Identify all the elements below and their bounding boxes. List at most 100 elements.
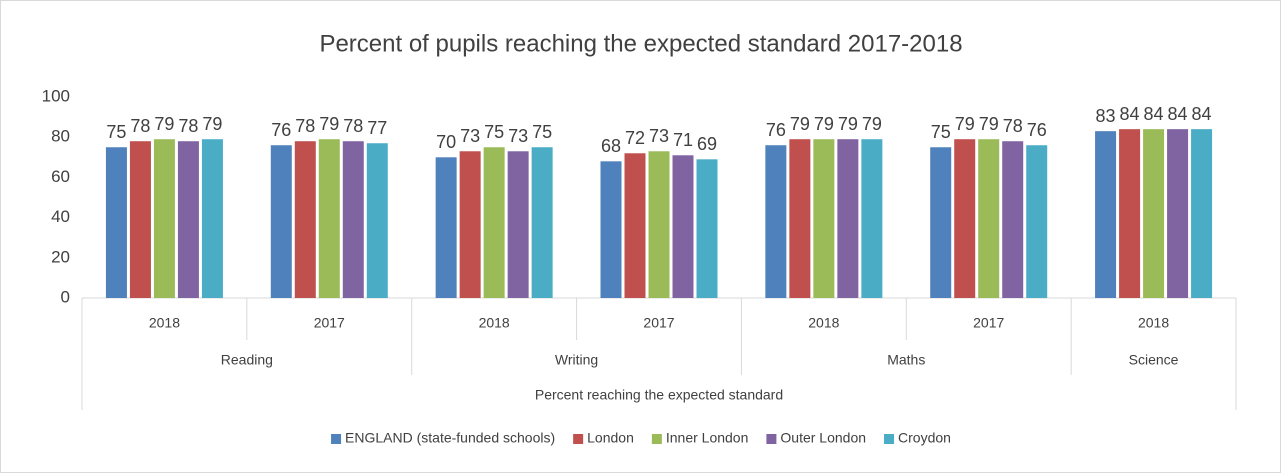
bar	[177, 141, 199, 298]
bar	[318, 139, 340, 298]
x-tick-label: 2017	[314, 315, 345, 331]
bar	[624, 153, 646, 298]
legend-swatch	[766, 434, 777, 444]
data-label: 79	[154, 114, 174, 134]
bar	[435, 157, 457, 298]
bar	[1095, 131, 1117, 298]
data-label: 69	[697, 134, 717, 154]
bar	[201, 139, 223, 298]
bar	[1167, 129, 1189, 298]
bar	[978, 139, 1000, 298]
data-label: 75	[931, 122, 951, 142]
chart-title: Percent of pupils reaching the expected …	[319, 30, 962, 57]
data-label: 73	[649, 126, 669, 146]
data-label: 84	[1168, 104, 1188, 124]
bar	[483, 147, 505, 298]
bar	[531, 147, 553, 298]
bar	[105, 147, 127, 298]
x-tick-label: 2018	[149, 315, 180, 331]
x-tick-label: 2017	[973, 315, 1004, 331]
bar	[837, 139, 859, 298]
bar	[129, 141, 151, 298]
legend-label: Inner London	[666, 430, 749, 446]
bar	[789, 139, 811, 298]
y-tick-label: 60	[51, 167, 70, 186]
data-label: 79	[955, 114, 975, 134]
bar	[648, 151, 670, 298]
x-tick-label: 2018	[479, 315, 510, 331]
data-label: 83	[1096, 106, 1116, 126]
data-label: 71	[673, 130, 693, 150]
data-label: 72	[625, 128, 645, 148]
bar	[765, 145, 787, 298]
data-label: 75	[532, 122, 552, 142]
data-label: 68	[601, 136, 621, 156]
bar	[1191, 129, 1213, 298]
y-tick-label: 100	[42, 86, 70, 105]
bar	[696, 159, 718, 298]
data-label: 78	[343, 116, 363, 136]
legend-swatch	[331, 434, 342, 444]
legend-swatch	[884, 434, 895, 444]
bar	[1002, 141, 1024, 298]
data-label: 73	[508, 126, 528, 146]
bar	[459, 151, 481, 298]
data-label: 79	[979, 114, 999, 134]
bar	[600, 161, 622, 298]
data-label: 70	[436, 132, 456, 152]
bar	[294, 141, 316, 298]
x-group-label: Writing	[555, 352, 598, 368]
bar	[930, 147, 952, 298]
bar	[1119, 129, 1141, 298]
legend-label: ENGLAND (state-funded schools)	[345, 430, 555, 446]
y-tick-label: 80	[51, 127, 70, 146]
y-tick-label: 20	[51, 247, 70, 266]
y-tick-label: 0	[61, 287, 70, 306]
y-tick-label: 40	[51, 207, 70, 226]
x-tick-label: 2017	[643, 315, 674, 331]
bar	[861, 139, 883, 298]
data-label: 78	[295, 116, 315, 136]
bar	[153, 139, 175, 298]
data-label: 76	[1027, 120, 1047, 140]
data-label: 73	[460, 126, 480, 146]
data-label: 78	[178, 116, 198, 136]
data-label: 76	[766, 120, 786, 140]
data-label: 75	[106, 122, 126, 142]
legend-label: London	[587, 430, 634, 446]
bar	[813, 139, 835, 298]
bar	[270, 145, 292, 298]
data-label: 78	[130, 116, 150, 136]
data-label: 79	[814, 114, 834, 134]
legend-label: Outer London	[780, 430, 866, 446]
data-label: 79	[202, 114, 222, 134]
data-label: 76	[271, 120, 291, 140]
data-label: 84	[1120, 104, 1140, 124]
data-label: 79	[838, 114, 858, 134]
bar	[507, 151, 529, 298]
x-axis-title: Percent reaching the expected standard	[535, 387, 783, 403]
data-label: 77	[367, 118, 387, 138]
x-tick-label: 2018	[1138, 315, 1169, 331]
data-label: 79	[319, 114, 339, 134]
data-label: 78	[1003, 116, 1023, 136]
data-label: 79	[790, 114, 810, 134]
bar	[954, 139, 976, 298]
data-label: 79	[862, 114, 882, 134]
legend-swatch	[573, 434, 584, 444]
x-tick-label: 2018	[808, 315, 839, 331]
data-label: 84	[1144, 104, 1164, 124]
legend-swatch	[651, 434, 662, 444]
bar	[1143, 129, 1165, 298]
x-group-label: Maths	[887, 352, 925, 368]
bar	[1026, 145, 1048, 298]
x-group-label: Science	[1129, 352, 1179, 368]
bar	[342, 141, 364, 298]
bar	[672, 155, 694, 298]
data-label: 84	[1192, 104, 1212, 124]
bar	[366, 143, 388, 298]
x-group-label: Reading	[221, 352, 273, 368]
data-label: 75	[484, 122, 504, 142]
legend-label: Croydon	[898, 430, 951, 446]
